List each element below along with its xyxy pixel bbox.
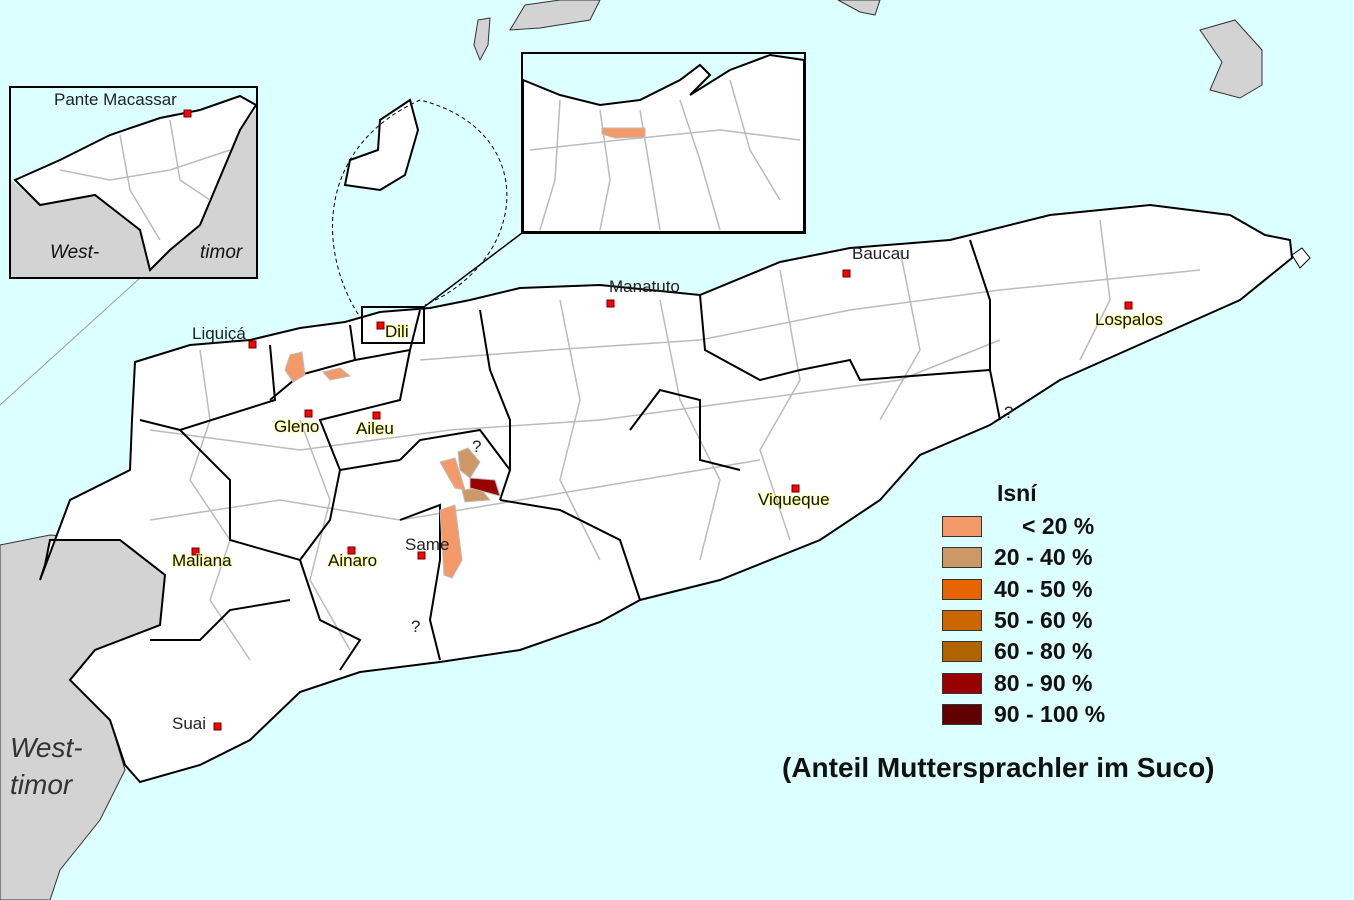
label-inset-timor: timor [200,242,243,263]
legend-label: < 20 % [1022,513,1095,540]
label-maliana: Maliana [172,551,232,570]
unknown-marker: ? [1004,403,1013,422]
legend-label: 90 - 100 % [994,700,1106,727]
map-subtitle: (Anteil Muttersprachler im Suco) [782,752,1215,783]
unknown-marker: ? [411,617,420,636]
island [509,0,601,31]
legend-label: 60 - 80 % [994,638,1093,665]
legend-item: < 20 % [942,511,1105,542]
legend-label: 80 - 90 % [994,669,1093,696]
label-west-timor-1: West- [10,732,83,763]
suco-lt20 [284,351,306,383]
legend-label: 40 - 50 % [994,575,1093,602]
suco-lt20 [601,127,646,139]
suco-lt20 [439,457,466,491]
label-suai: Suai [172,714,206,733]
label-dili: Dili [385,322,409,341]
legend-item: 20 - 40 % [942,542,1105,573]
dili-inset [521,52,806,234]
suco-20-40 [457,447,481,479]
island [1199,19,1263,99]
atauro-island [343,98,420,192]
suco-lt20 [439,504,463,579]
suco-borders [149,219,1201,661]
label-ainaro: Ainaro [328,551,377,570]
legend-swatch [942,610,982,632]
legend-item: 90 - 100 % [942,699,1105,730]
legend: Isní < 20 % 20 - 40 % 40 - 50 % 50 - 60 … [942,480,1105,730]
label-inset-west: West- [50,242,99,263]
label-gleno: Gleno [274,417,319,436]
legend-swatch [942,547,982,569]
oecusse-inset: Pante Macassar West- timor [9,86,258,279]
oecusse-connector-line [0,277,141,406]
dili-zoom-dashed-line [332,99,508,321]
label-liquica: Liquiçá [192,324,246,343]
label-west-timor-2: timor [10,769,74,800]
label-manatuto: Manatuto [609,277,680,296]
legend-swatch [942,578,982,600]
jaco-island [1291,247,1311,269]
label-same: Same [405,535,449,554]
label-pante-macassar: Pante Macassar [54,90,177,109]
legend-item: 40 - 50 % [942,574,1105,605]
legend-item: 60 - 80 % [942,636,1105,667]
legend-title: Isní [997,480,1037,506]
suco-lt20 [322,367,352,381]
capital-markers [191,269,1133,731]
district-borders [139,239,1001,671]
legend-swatch [942,516,982,538]
suco-80-90 [469,477,501,497]
legend-swatch [942,641,982,663]
island [473,17,491,62]
dili-zoom-box [361,306,425,344]
label-aileu: Aileu [356,419,394,438]
label-viqueque: Viqueque [758,490,830,509]
dili-connector-line [423,232,523,308]
legend-item: 50 - 60 % [942,605,1105,636]
label-baucau: Baucau [852,244,910,263]
legend-label: 20 - 40 % [994,544,1093,571]
legend-swatch [942,672,982,694]
unknown-marker: ? [472,437,481,456]
legend-item: 80 - 90 % [942,667,1105,698]
legend-swatch [942,703,982,725]
island [837,0,881,16]
legend-label: 50 - 60 % [994,607,1093,634]
label-lospalos: Lospalos [1095,310,1163,329]
